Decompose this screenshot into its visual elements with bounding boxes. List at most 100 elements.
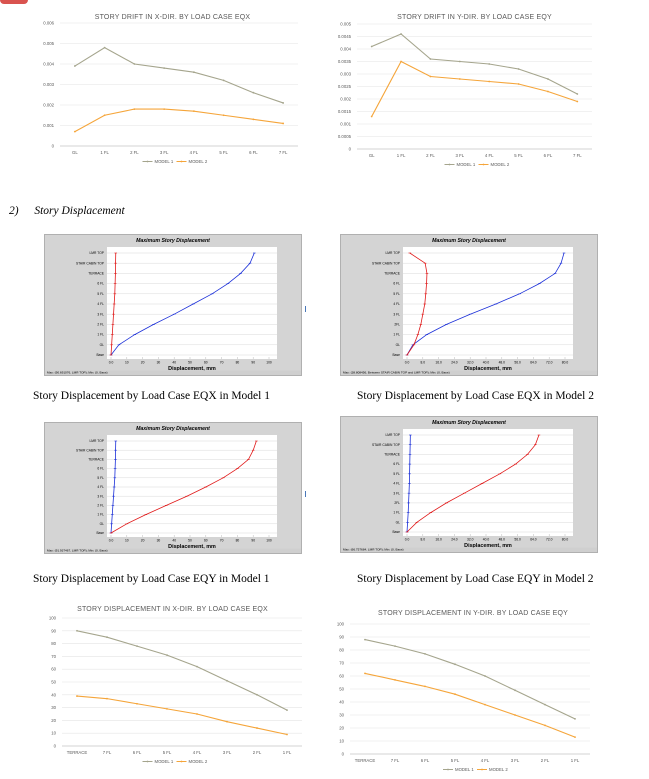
legend-marker [481, 768, 483, 771]
y-tick-label: 60 [339, 674, 344, 679]
data-point [76, 629, 78, 632]
legend-marker [482, 163, 485, 166]
y-tick-label: 0.0015 [338, 109, 352, 114]
data-point [73, 65, 76, 67]
story-label: 2FL [394, 323, 400, 327]
x-tick-label: 1 FL [571, 758, 580, 763]
x-tick-label: 10 [125, 539, 129, 543]
status-bar [341, 547, 597, 552]
x-tick-label: 8.0 [421, 538, 426, 542]
x-tick-label: 80.0 [562, 361, 569, 365]
x-tick-label: 4 FL [485, 153, 494, 158]
x-tick-label: 40.0 [483, 538, 490, 542]
data-point [547, 90, 549, 93]
y-tick-label: 80 [51, 641, 56, 646]
data-point [256, 727, 258, 729]
story-label: STAIR CABIN TOP [76, 261, 105, 265]
x-tick-label: 24.0 [451, 538, 458, 542]
story-label: 6 FL [393, 282, 400, 286]
x-tick-label: 40.0 [483, 361, 490, 365]
story-label: LMR TOP [89, 251, 104, 255]
x-tick-label: 4 FL [481, 758, 490, 763]
y-tick-label: 70 [339, 661, 344, 666]
x-tick-label: 16.0 [435, 361, 442, 365]
data-point [226, 720, 228, 723]
section-number: 2) [9, 205, 19, 217]
x-tick-label: 90 [251, 539, 255, 543]
y-tick-label: 0.002 [340, 97, 351, 102]
x-tick-label: 16.0 [435, 538, 442, 542]
etabs-plot: Maximum Story Displacement LMR TOP STAIR C… [341, 420, 597, 552]
data-point [514, 689, 516, 692]
etabs-plot: Maximum Story Displacement LMR TOP STAIR C… [45, 238, 301, 375]
legend-label: MODEL 2 [489, 767, 508, 772]
y-tick-label: 80 [339, 648, 344, 653]
x-tick-label: 0.0 [109, 361, 114, 365]
story-label: 4 FL [393, 302, 400, 306]
data-point [192, 71, 195, 74]
y-tick-label: 0.001 [43, 123, 54, 128]
data-point [76, 695, 78, 697]
story-label: 6 FL [97, 467, 104, 471]
data-point [222, 79, 225, 82]
story-label: 4 FL [393, 482, 400, 486]
data-point [286, 733, 288, 736]
x-tick-label: GL [72, 150, 78, 155]
x-tick-label: 56.0 [514, 361, 521, 365]
y-tick-label: 0 [342, 752, 345, 757]
legend-label: MODEL 2 [189, 159, 208, 164]
x-tick-label: 48.0 [499, 361, 506, 365]
y-tick-label: 90 [51, 628, 56, 633]
x-tick-label: 20 [141, 361, 145, 365]
y-tick-label: 20 [51, 718, 56, 723]
x-tick-label: 1 FL [283, 750, 292, 755]
x-tick-label: 8.0 [421, 361, 426, 365]
status-bar [45, 548, 301, 553]
etabs-header: Maximum Story Displacement [432, 420, 506, 426]
y-tick-label: 0.0025 [338, 84, 352, 89]
x-tick-label: 7 FL [391, 758, 400, 763]
data-point [370, 45, 373, 48]
etabs-plot: Maximum Story Displacement LMR TOP STAIR C… [341, 238, 597, 375]
caption-eqx-model1: Story Displacement by Load Case EQX in M… [33, 390, 270, 402]
x-tick-label: 5 FL [163, 750, 172, 755]
story-label: Base [392, 353, 400, 357]
status-text: Max: (66.757684, LMR TOP); Min: (0, Base… [343, 548, 404, 552]
data-point [458, 78, 461, 80]
y-tick-label: 0.003 [43, 82, 54, 87]
x-tick-label: 7 FL [573, 153, 582, 158]
story-label: 4 FL [97, 485, 104, 489]
caption-eqy-model2: Story Displacement by Load Case EQY in M… [357, 573, 594, 585]
data-point [429, 75, 432, 78]
x-axis-title: Displacement, mm [464, 366, 512, 372]
y-tick-label: 0.005 [340, 22, 351, 27]
x-tick-label: 24.0 [451, 361, 458, 365]
story-label: 6 FL [393, 462, 400, 466]
x-tick-label: 100 [266, 361, 272, 365]
x-tick-label: 72.0 [546, 538, 553, 542]
y-tick-label: 0.0045 [338, 34, 352, 39]
data-point [574, 718, 576, 720]
x-tick-label: 3 FL [160, 150, 169, 155]
story-label: Base [96, 353, 104, 357]
story-label: TERRACE [88, 458, 105, 462]
y-tick-label: 0.004 [43, 62, 54, 67]
legend-marker [180, 760, 183, 763]
y-tick-label: 0 [349, 147, 352, 152]
y-tick-label: 30 [51, 705, 56, 710]
data-point [282, 122, 285, 125]
story-label: TERRACE [88, 272, 105, 276]
legend-marker [448, 163, 451, 166]
series-line [76, 695, 288, 736]
legend-label: MODEL 1 [455, 767, 474, 772]
story-label: TERRACE [384, 453, 401, 457]
story-label: 3 FL [97, 494, 104, 498]
etabs-plot: Maximum Story Displacement LMR TOP STAIR C… [45, 426, 301, 553]
x-tick-label: 40 [172, 361, 176, 365]
legend-label: MODEL 2 [491, 162, 510, 167]
story-label: 6 FL [97, 282, 104, 286]
data-point [424, 685, 426, 688]
x-tick-label: 30 [157, 361, 161, 365]
data-point [196, 713, 198, 715]
status-text: Max: (38.808456, Between STAIR CABIN TOP… [343, 371, 450, 375]
